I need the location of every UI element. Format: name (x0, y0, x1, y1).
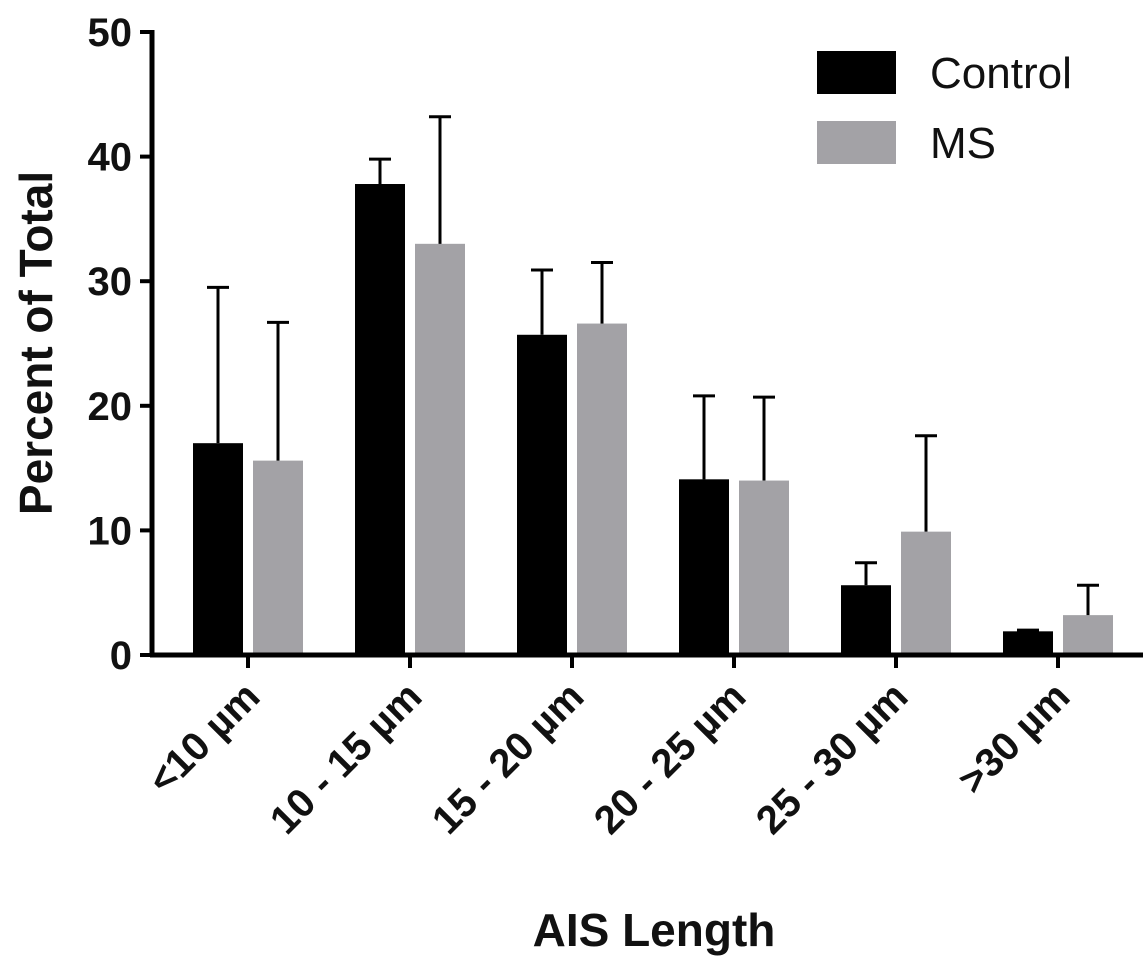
legend-swatch-ms (817, 121, 896, 164)
y-tick-label: 0 (110, 634, 132, 678)
y-tick-label: 30 (88, 260, 133, 304)
legend-label-control: Control (930, 49, 1072, 98)
x-tick-label: >30 µm (950, 674, 1078, 802)
bar-control (517, 334, 567, 655)
bar-control (679, 479, 729, 655)
x-tick-label: 20 - 25 µm (586, 674, 754, 842)
bars (193, 184, 1113, 655)
legend-swatch-control (817, 51, 896, 94)
x-tick-label: 15 - 20 µm (424, 674, 592, 842)
axes (149, 30, 1143, 658)
bar-control (841, 585, 891, 655)
bar-ms (253, 460, 303, 655)
bar-control (193, 443, 243, 655)
y-tick-label: 50 (88, 11, 133, 55)
y-axis-title: Percent of Total (10, 171, 62, 515)
bar-ms (901, 531, 951, 655)
x-tick-label: <10 µm (140, 674, 268, 802)
y-tick-label: 20 (88, 385, 133, 429)
error-bars (207, 115, 1099, 632)
x-tick-label: 25 - 30 µm (748, 674, 916, 842)
y-axis-ticks: 0 10 20 30 40 50 (88, 11, 152, 678)
bar-ms (739, 480, 789, 655)
x-axis-title: AIS Length (533, 904, 776, 956)
bar-ms (577, 323, 627, 655)
bar-control (1003, 631, 1053, 655)
y-tick-label: 40 (88, 136, 133, 180)
bar-ms (415, 243, 465, 655)
bar-ms (1063, 615, 1113, 655)
x-tick-label: 10 - 15 µm (262, 674, 430, 842)
legend: Control MS (817, 49, 1072, 168)
bar-control (355, 184, 405, 655)
legend-label-ms: MS (930, 119, 996, 168)
y-tick-label: 10 (88, 509, 133, 553)
